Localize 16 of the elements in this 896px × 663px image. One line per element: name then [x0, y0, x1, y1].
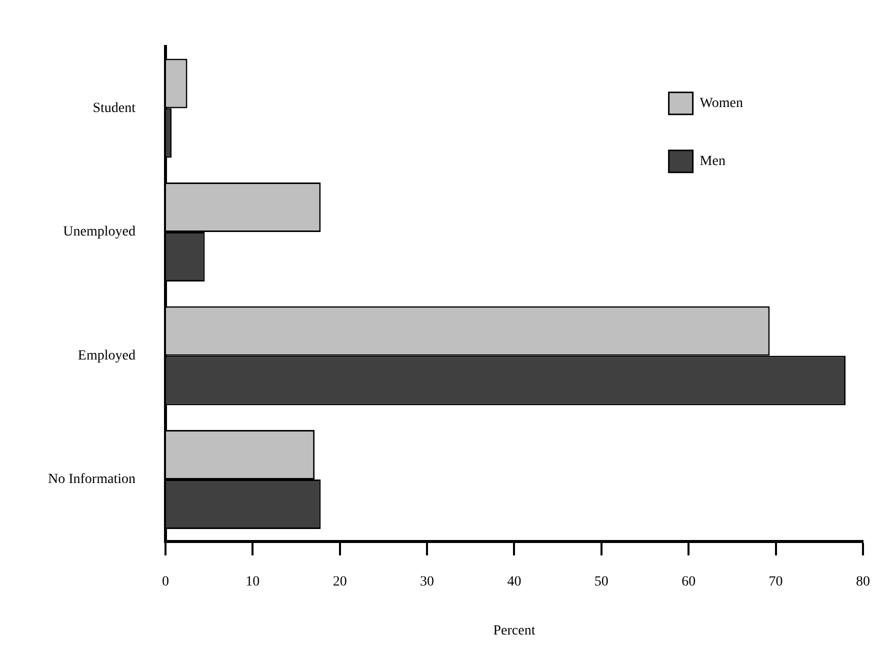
x-tick-label: 20: [332, 574, 347, 590]
x-tick-label: 10: [246, 574, 260, 590]
y-tick-label: Unemployed: [63, 224, 136, 240]
y-tick-label: No Information: [48, 472, 136, 488]
x-tick-label: 0: [162, 574, 169, 590]
x-tick-label: 40: [507, 574, 522, 590]
x-tick-label: 30: [420, 574, 434, 590]
x-tick-label: 80: [856, 574, 870, 590]
x-tick-label: 60: [682, 574, 696, 590]
x-tick-label: 70: [768, 574, 783, 590]
y-tick-label: Student: [92, 100, 136, 116]
x-axis-title: Percent: [493, 623, 536, 638]
legend-label: Men: [700, 154, 726, 170]
y-tick-label: Employed: [78, 348, 136, 364]
legend-label: Women: [700, 96, 744, 112]
x-tick-label: 50: [594, 574, 608, 590]
